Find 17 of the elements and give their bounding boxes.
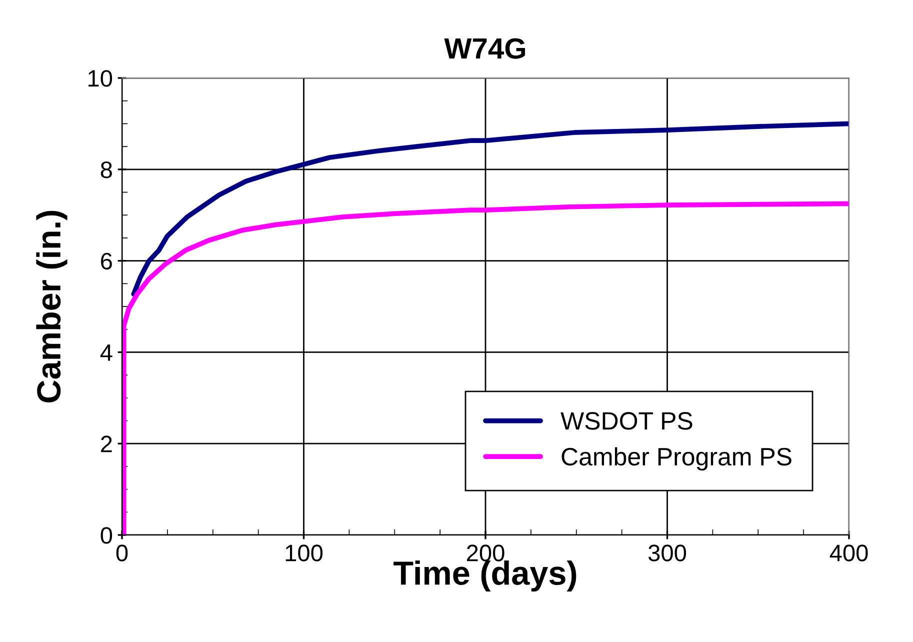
x-tick-label: 0 <box>116 544 128 562</box>
y-tick-label: 4 <box>100 344 112 361</box>
x-axis-title: Time (days) <box>394 560 576 592</box>
legend-label: Camber Program PS <box>562 447 792 471</box>
y-tick-label: 8 <box>100 161 112 178</box>
y-tick-label: 0 <box>100 527 112 544</box>
legend-label: WSDOT PS <box>560 412 692 430</box>
y-tick-label: 6 <box>101 252 112 270</box>
x-tick-label: 100 <box>286 544 323 562</box>
x-tick-label: 200 <box>466 544 504 562</box>
line-series <box>131 121 849 297</box>
y-tick-label: 10 <box>88 70 112 87</box>
x-tick-label: 300 <box>648 544 686 562</box>
chart-title: W74G <box>444 38 526 59</box>
y-tick-label: 2 <box>101 436 112 452</box>
x-tick-label: 400 <box>830 544 868 562</box>
y-axis-title: Camber (in.) <box>36 210 68 402</box>
